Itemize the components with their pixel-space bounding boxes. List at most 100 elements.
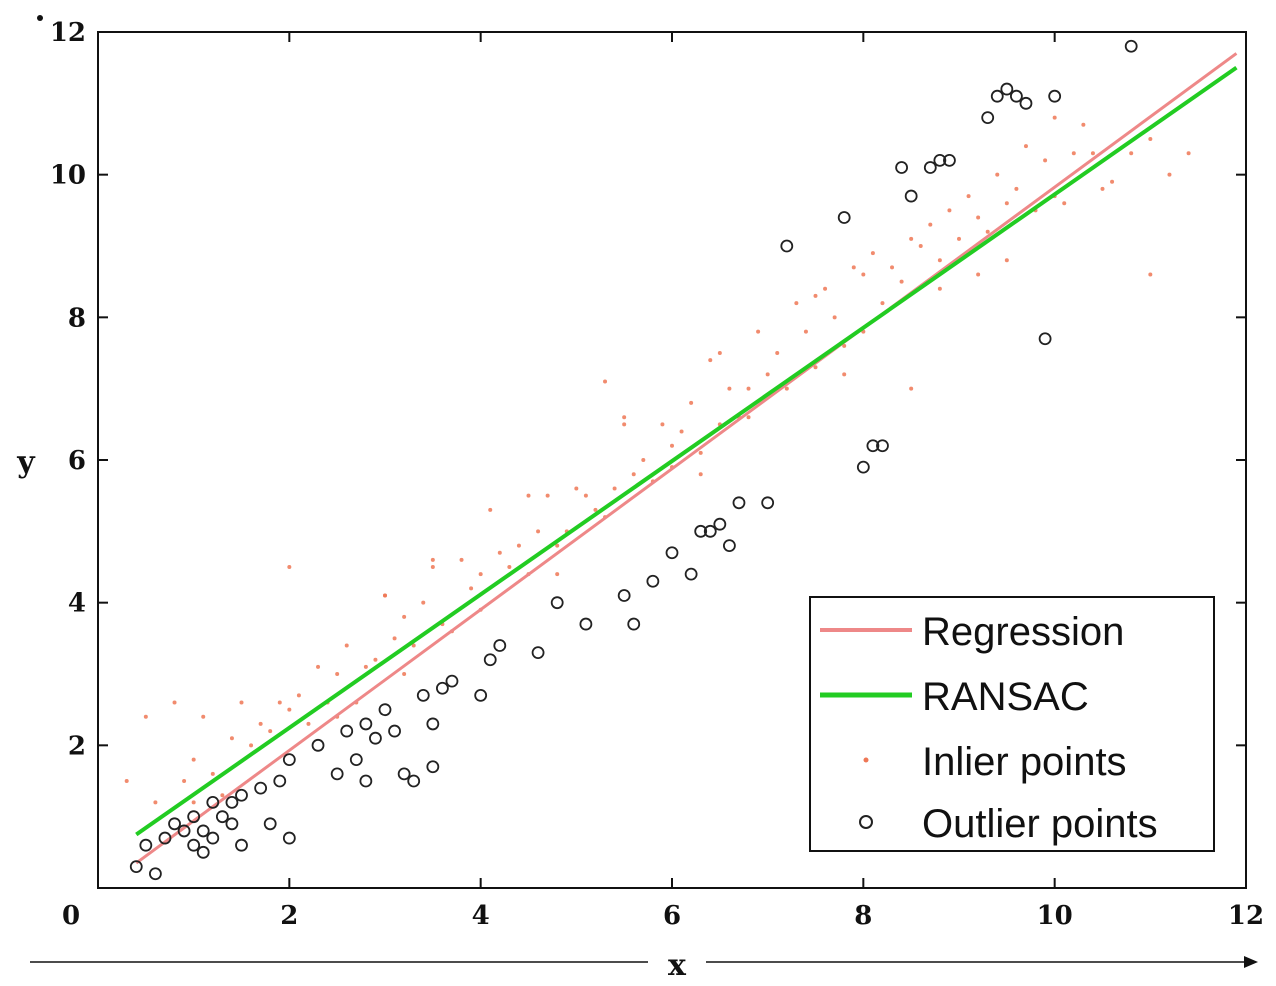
inlier-point (909, 236, 914, 241)
inlier-point (574, 486, 579, 491)
x-tick-label: 4 (472, 901, 490, 931)
regression-line (135, 52, 1238, 865)
inlier-point (746, 415, 751, 420)
outlier-point (617, 589, 631, 602)
inlier-point (1004, 258, 1009, 263)
inlier-point (306, 721, 311, 726)
outlier-point (196, 824, 210, 838)
inlier-point (430, 565, 435, 569)
outlier-point (694, 524, 708, 538)
outlier-point (416, 689, 430, 702)
outlier-point (330, 767, 344, 781)
inlier-point (258, 721, 263, 726)
outlier-point (397, 767, 411, 781)
outlier-point (407, 774, 421, 788)
outlier-point (282, 831, 296, 845)
inlier-point (957, 236, 961, 241)
outlier-point (426, 760, 440, 774)
inlier-point (335, 672, 340, 676)
inlier-point (277, 700, 282, 705)
outlier-point (981, 111, 995, 124)
outlier-point (990, 89, 1004, 103)
outlier-point (282, 753, 296, 766)
x-arrow-head (1244, 956, 1258, 968)
ransac-line (135, 66, 1238, 837)
legend-swatch-outlier (859, 815, 873, 829)
inlier-point (182, 779, 187, 783)
outlier-point (732, 496, 746, 510)
outlier-point (139, 838, 153, 852)
inlier-point (717, 351, 722, 355)
inlier-point (1062, 201, 1067, 206)
inlier-point (555, 572, 560, 577)
inlier-point (1110, 179, 1115, 184)
inlier-point (229, 736, 234, 741)
y-tick-label: 12 (50, 18, 86, 48)
inlier-point (851, 265, 856, 270)
inlier-point (928, 222, 933, 227)
inlier-point (526, 493, 531, 498)
x-axis-label: x (668, 948, 687, 983)
inlier-point (392, 636, 397, 641)
outlier-point (254, 781, 268, 795)
outlier-point (1000, 82, 1014, 96)
legend-label-regression: Regression (922, 610, 1124, 654)
inlier-point (985, 229, 990, 234)
inlier-point (296, 693, 301, 698)
inlier-point (363, 664, 368, 669)
inlier-point (937, 258, 942, 263)
outlier-point (761, 496, 775, 510)
inlier-point (708, 358, 713, 363)
inlier-point (287, 565, 292, 569)
inlier-point (813, 293, 818, 298)
x-tick-label: 2 (280, 901, 298, 931)
outlier-point (876, 439, 889, 453)
outlier-point (627, 617, 641, 631)
corner-dot (37, 15, 43, 21)
outlier-point (206, 796, 220, 809)
inlier-point (698, 450, 703, 455)
outlier-point (550, 596, 564, 610)
inlier-point (670, 443, 674, 448)
inlier-point (756, 329, 761, 334)
inlier-point (268, 729, 273, 734)
inlier-point (373, 657, 378, 662)
inlier-point (660, 422, 665, 427)
outlier-point (1019, 96, 1033, 110)
x-tick-label: 12 (1228, 901, 1264, 931)
inlier-point (124, 779, 129, 783)
inlier-point (995, 172, 1000, 177)
inlier-point (555, 543, 560, 548)
inlier-point (842, 343, 847, 348)
inlier-point (899, 279, 904, 284)
inlier-point (794, 301, 799, 306)
inlier-point (612, 486, 617, 491)
outlier-point (933, 153, 947, 167)
inlier-point (909, 386, 914, 391)
inlier-point (459, 557, 464, 562)
inlier-point (641, 458, 646, 462)
outlier-point (235, 838, 248, 852)
legend-label-outlier: Outlier points (922, 802, 1158, 846)
outlier-point (273, 774, 287, 788)
inlier-point (1004, 201, 1009, 206)
inlier-point (191, 757, 196, 762)
inlier-point (1052, 115, 1057, 120)
x-tick-label: 8 (854, 901, 872, 931)
inlier-point (1043, 158, 1048, 163)
inlier-point (727, 386, 732, 391)
outlier-point (837, 211, 851, 224)
inlier-point (1186, 151, 1191, 156)
legend-label-ransac: RANSAC (922, 675, 1089, 719)
inlier-point (1148, 272, 1153, 277)
inlier-point (469, 586, 474, 591)
outlier-point (177, 824, 191, 838)
outlier-point (225, 817, 239, 831)
outlier-point (196, 845, 210, 859)
outlier-point (349, 753, 363, 766)
inlier-point (402, 614, 407, 619)
outlier-point (158, 831, 172, 845)
inlier-point (287, 707, 292, 712)
inlier-point (1071, 151, 1076, 156)
